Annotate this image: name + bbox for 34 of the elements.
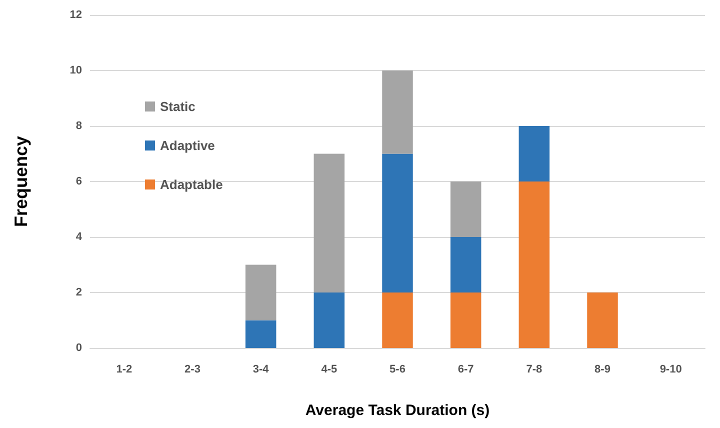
x-tick-label: 4-5 <box>321 364 338 376</box>
y-tick-label: 2 <box>76 286 82 298</box>
x-tick-label: 6-7 <box>458 364 474 376</box>
bar <box>245 264 276 320</box>
x-tick-label: 8-9 <box>594 364 610 376</box>
y-tick-label: 8 <box>76 120 82 132</box>
bar <box>518 126 550 182</box>
bar <box>314 154 345 292</box>
x-tick-label: 9-10 <box>660 364 682 376</box>
y-tick-label: 4 <box>76 231 83 243</box>
legend-label: Static <box>160 99 196 114</box>
bar <box>314 292 345 348</box>
x-axis-title: Average Task Duration (s) <box>305 402 490 419</box>
bar <box>450 292 482 348</box>
legend-label: Adaptable <box>160 177 223 192</box>
legend-label: Adaptive <box>160 138 215 153</box>
bar <box>450 237 482 292</box>
bar <box>518 182 550 348</box>
bar <box>450 182 482 237</box>
x-tick-label: 3-4 <box>252 364 270 376</box>
y-tick-label: 10 <box>70 64 82 76</box>
bar <box>382 70 413 154</box>
x-tick-label: 1-2 <box>116 364 132 376</box>
bar <box>245 320 276 348</box>
bar <box>382 292 413 348</box>
y-axis-title: Frequency <box>11 136 31 228</box>
bar <box>382 154 413 292</box>
x-tick-label: 7-8 <box>526 364 542 376</box>
y-tick-label: 0 <box>76 342 82 354</box>
y-tick-label: 12 <box>70 9 82 21</box>
x-tick-label: 5-6 <box>390 364 406 376</box>
y-tick-label: 6 <box>76 176 82 188</box>
x-tick-label: 2-3 <box>184 364 200 376</box>
bar <box>587 292 618 348</box>
